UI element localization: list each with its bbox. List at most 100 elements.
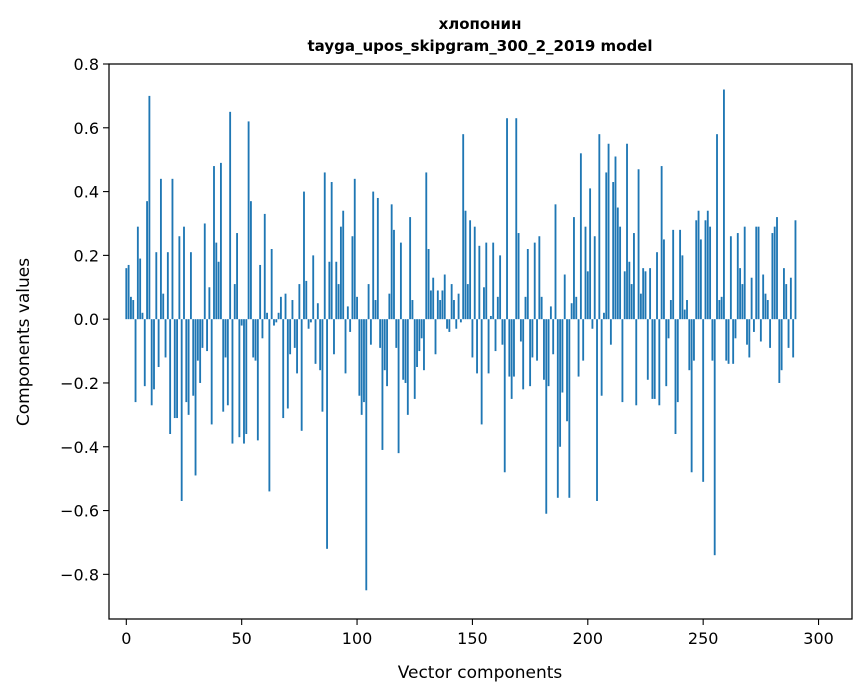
bar: [450, 284, 453, 320]
bar: [729, 236, 732, 320]
bar: [630, 284, 633, 320]
bar: [127, 264, 130, 320]
bar: [326, 319, 328, 549]
x-axis-label: Vector components: [398, 663, 563, 683]
bar: [187, 319, 190, 415]
bar: [723, 89, 725, 320]
bar: [420, 319, 423, 339]
bar: [727, 319, 730, 364]
bar: [649, 268, 652, 320]
bar: [669, 300, 672, 320]
bar: [206, 319, 208, 352]
bar: [176, 319, 178, 419]
y-tick-label: 0.4: [74, 183, 99, 202]
bar: [337, 284, 340, 320]
bar: [635, 319, 638, 406]
bar: [716, 134, 718, 320]
bar: [489, 315, 492, 320]
bar: [256, 319, 259, 441]
bar: [584, 226, 587, 320]
bar: [773, 226, 776, 320]
x-tick-label: 50: [231, 629, 251, 648]
bar: [125, 268, 128, 320]
bar: [157, 319, 160, 368]
bar: [766, 300, 769, 320]
x-tick-label: 100: [342, 629, 373, 648]
bar: [568, 319, 571, 498]
bar: [413, 319, 416, 399]
bar: [372, 191, 375, 320]
bar: [390, 204, 393, 320]
bar: [402, 319, 405, 380]
bar: [266, 312, 268, 320]
bar: [487, 319, 490, 374]
bar: [418, 319, 421, 352]
bar: [282, 319, 285, 419]
bar: [674, 319, 677, 434]
bar: [321, 319, 324, 412]
bar: [787, 319, 790, 348]
bar: [466, 284, 469, 320]
bar: [623, 271, 626, 320]
bar: [141, 312, 144, 320]
x-tick-label: 300: [803, 629, 834, 648]
bar: [776, 217, 778, 320]
bar: [515, 118, 518, 320]
bar: [201, 319, 204, 348]
bar: [139, 258, 142, 320]
bar: [545, 319, 548, 514]
bar: [748, 319, 751, 358]
bar: [651, 319, 654, 399]
bar: [268, 319, 271, 492]
bar: [307, 319, 310, 329]
bar: [448, 319, 451, 332]
bar: [153, 319, 155, 390]
bar: [169, 319, 172, 434]
bar: [395, 319, 398, 348]
bar: [563, 274, 566, 320]
bar: [159, 178, 162, 320]
bar: [180, 319, 183, 501]
bar: [213, 166, 215, 320]
bar: [549, 306, 552, 320]
bar: [270, 249, 273, 320]
bar: [506, 118, 508, 320]
bar: [589, 188, 592, 320]
bar: [436, 290, 439, 320]
bar: [367, 284, 370, 320]
bar: [192, 319, 195, 396]
bar: [642, 268, 645, 320]
y-tick-label: 0.2: [74, 246, 99, 265]
bar: [432, 277, 435, 320]
bar: [718, 300, 721, 320]
bar: [136, 226, 139, 320]
bar: [296, 319, 298, 374]
bar: [681, 255, 684, 320]
bar: [741, 284, 744, 320]
bar: [173, 319, 176, 419]
bar: [328, 261, 331, 320]
bar: [259, 264, 262, 320]
bar: [612, 182, 615, 320]
bar: [704, 220, 707, 320]
bar: [739, 268, 742, 320]
bar: [319, 319, 322, 371]
bar: [785, 284, 788, 320]
bar: [522, 319, 525, 390]
bar: [746, 319, 748, 345]
bar: [478, 245, 481, 320]
chart-title: хлопонин: [439, 15, 522, 33]
bar: [386, 319, 388, 387]
bar: [750, 277, 753, 320]
bar: [725, 319, 728, 361]
bar: [672, 229, 675, 320]
bar: [570, 303, 573, 320]
bar: [261, 319, 264, 339]
chart-subtitle: tayga_upos_skipgram_300_2_2019 model: [308, 37, 653, 55]
bar: [720, 296, 723, 320]
y-axis-label: Components values: [14, 258, 34, 426]
bar: [226, 319, 229, 406]
bar: [607, 143, 610, 320]
